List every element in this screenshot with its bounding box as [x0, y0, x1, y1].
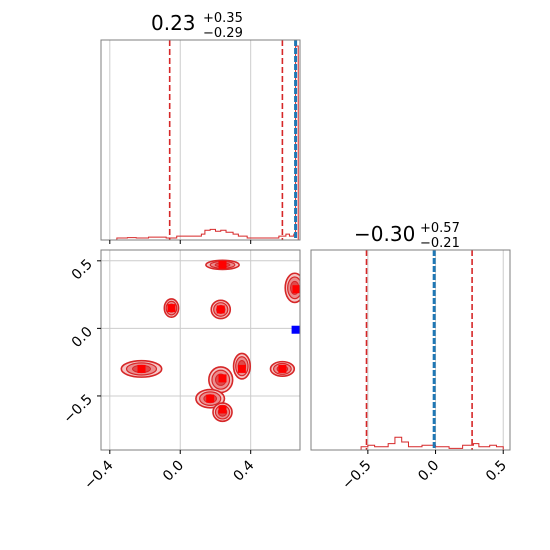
marginal-2-quantile-lines	[365, 250, 473, 450]
marginal-2-histogram-step	[351, 436, 504, 451]
joint-panel: −0.4 0.0 0.4 −0.5 0.0 0.5	[60, 249, 301, 493]
joint-markers	[137, 260, 300, 414]
joint-marker-blue	[291, 325, 300, 334]
joint-marker-red	[218, 374, 227, 383]
marginal-2-tick-label: 0.5	[483, 458, 510, 485]
joint-marker-red	[218, 260, 227, 269]
marginal-2-ticks: −0.5 0.0 0.5	[339, 450, 510, 493]
joint-marker-red	[206, 394, 215, 403]
marginal-panel-param-2: −0.5 0.0 0.5 −0.30 +0.57 −0.21	[310, 221, 511, 493]
marginal-2-histogram	[351, 436, 504, 451]
marginal-2-frame	[310, 249, 511, 451]
marginal-1-title-upper: +0.35	[203, 11, 243, 26]
marginal-1-quantile-lines	[168, 40, 284, 240]
joint-marker-red	[237, 364, 246, 373]
joint-marker-red	[278, 364, 287, 373]
marginal-2-title-value: −0.30	[354, 222, 415, 246]
joint-marker-red	[167, 304, 176, 313]
joint-x-tick-label: −0.4	[81, 457, 116, 492]
joint-marker-red	[137, 364, 146, 373]
marginal-1-ticks	[109, 240, 252, 244]
joint-marker-red	[218, 405, 227, 414]
joint-grid	[101, 250, 300, 450]
joint-y-tick-label: −0.5	[60, 391, 95, 426]
joint-y-tick-label: 0.5	[69, 256, 96, 283]
marginal-2-tick-label: 0.0	[415, 458, 442, 485]
marginal-2-title-lower: −0.21	[420, 236, 460, 251]
marginal-panel-param-1: 0.23 +0.35 −0.29	[100, 11, 301, 244]
joint-y-tick-label: 0.0	[69, 324, 96, 351]
marginal-1-histogram	[113, 45, 299, 241]
joint-marker-red	[292, 285, 300, 294]
marginal-1-title-value: 0.23	[151, 11, 196, 35]
joint-x-tick-label: 0.4	[230, 457, 257, 484]
joint-marker-red	[216, 305, 225, 314]
marginal-2-title-upper: +0.57	[420, 221, 460, 236]
marginal-1-frame	[100, 39, 301, 241]
marginal-1-histogram-step	[113, 45, 299, 241]
joint-frame	[100, 249, 301, 451]
marginal-1-grid	[109, 40, 252, 240]
marginal-2-tick-label: −0.5	[339, 458, 374, 493]
joint-x-tick-label: 0.0	[160, 458, 187, 485]
marginal-1-title-lower: −0.29	[203, 26, 243, 41]
